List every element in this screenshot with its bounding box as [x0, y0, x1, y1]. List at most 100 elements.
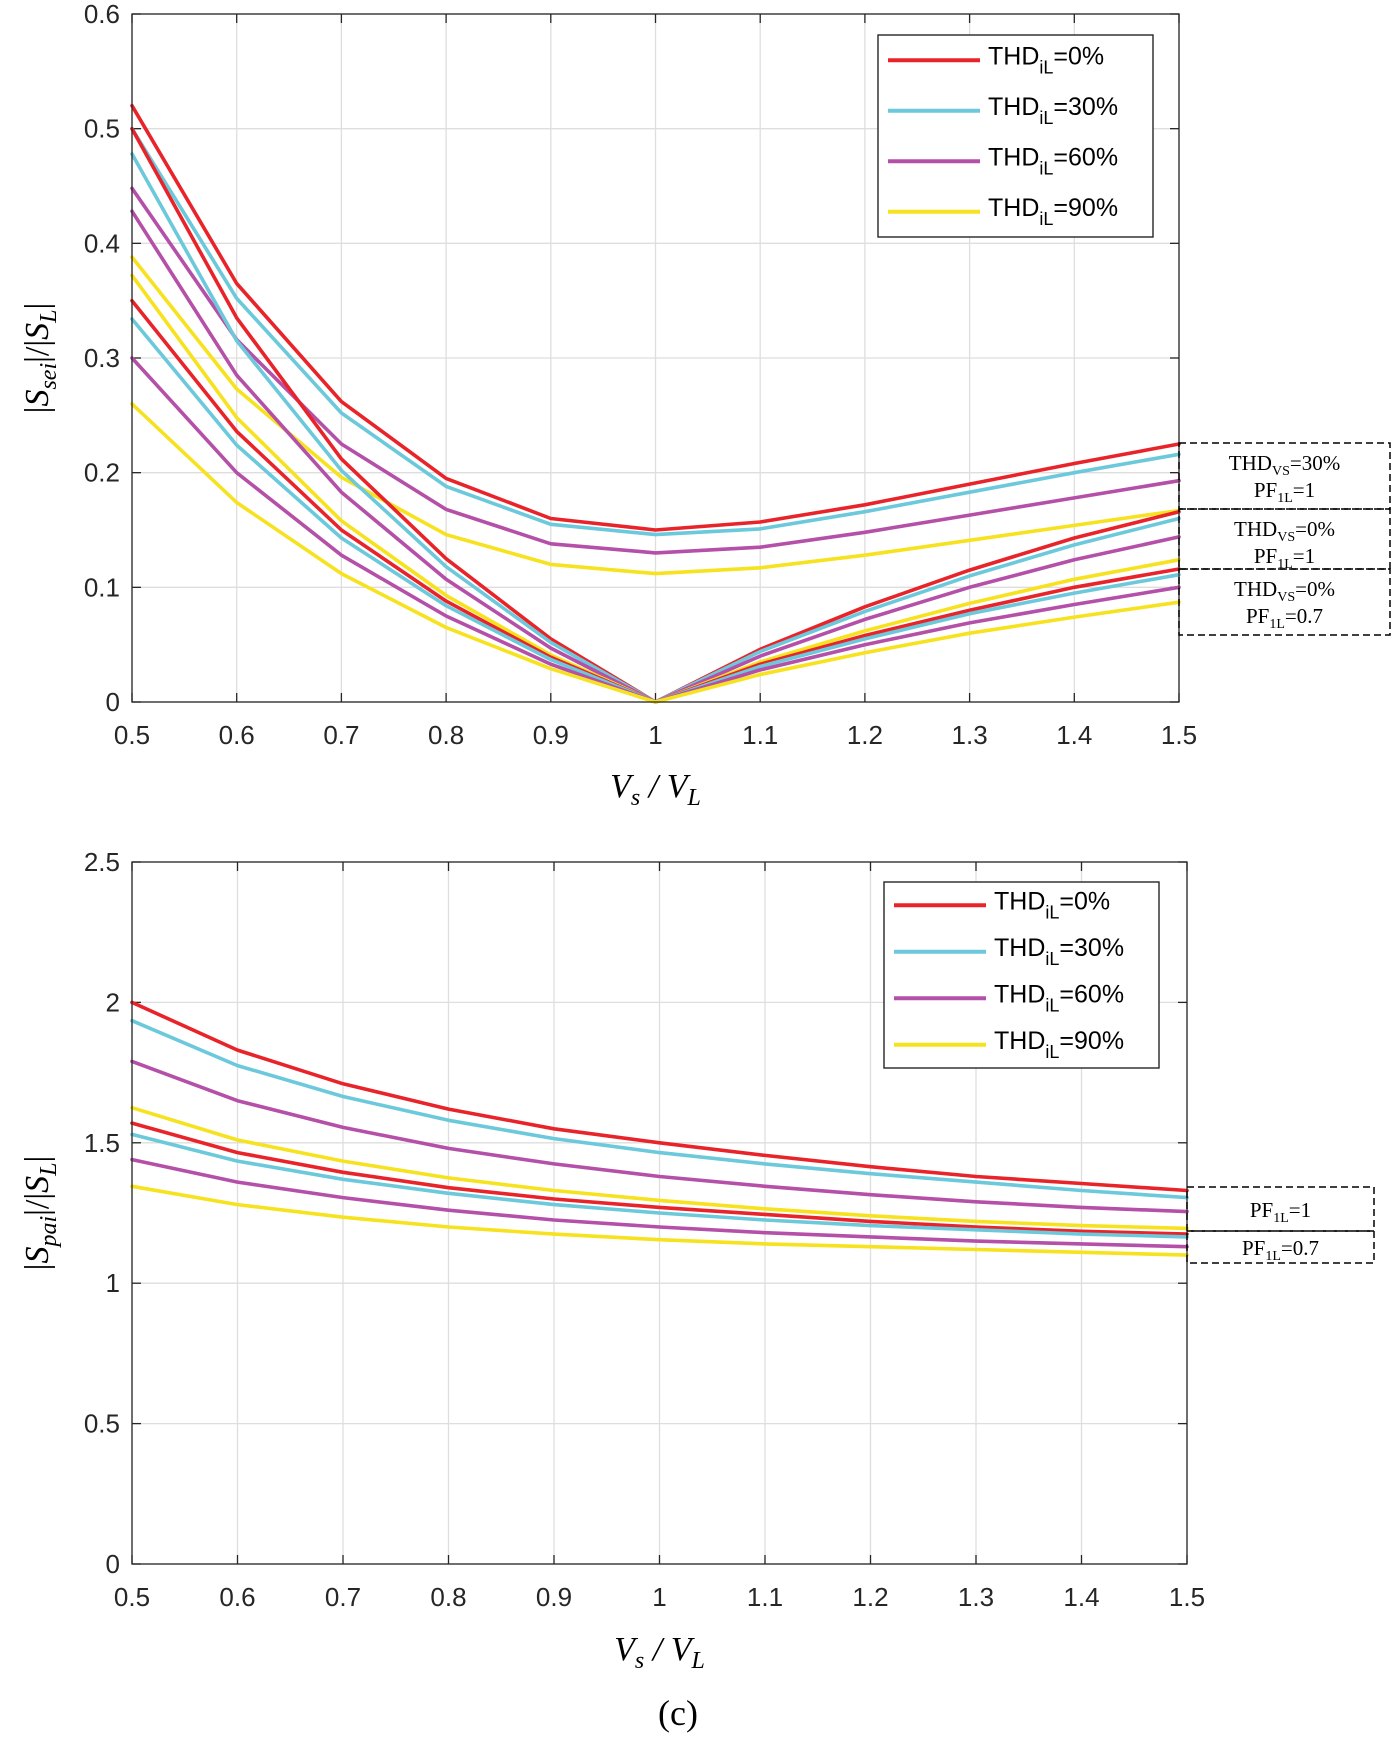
annotation-line2: PF1L=1 [1254, 544, 1315, 572]
text-part: S [19, 323, 56, 340]
text-part: | [19, 1156, 56, 1163]
legend-box [883, 881, 1160, 1069]
text-part: 1L [1269, 617, 1285, 632]
legend-label-2: THDiL=60% [994, 980, 1124, 1015]
text-part: THD [988, 93, 1039, 121]
annotation-0: THDVS=30%PF1L=1 [1178, 442, 1391, 510]
x-axis-label: Vs / VL [610, 768, 701, 811]
text-part: PF [1254, 478, 1277, 502]
y-tick-label: 0.6 [84, 0, 120, 29]
y-tick-label: 0 [106, 1549, 120, 1579]
legend-label-1: THDiL=30% [988, 93, 1118, 128]
text-part: s [635, 1648, 644, 1674]
text-part: 1L [1277, 491, 1293, 506]
series-line-3 [130, 1105, 1189, 1231]
legend-label-0: THDiL=0% [994, 887, 1110, 922]
legend-label-3: THDiL=90% [994, 1027, 1124, 1062]
annotation-box [1178, 568, 1391, 636]
text-part: 1L [1273, 1211, 1289, 1226]
y-tick-label: 0.2 [84, 458, 120, 488]
text-part: iL [1045, 1042, 1059, 1062]
text-part: =0% [1295, 517, 1335, 541]
text-part: PF [1246, 604, 1269, 628]
text-part: =30% [1053, 93, 1118, 121]
y-tick-label: 0.5 [84, 114, 120, 144]
text-part: =0.7 [1285, 604, 1323, 628]
y-tick-label: 0.3 [84, 343, 120, 373]
legend-label-2: THDiL=60% [988, 143, 1118, 178]
series-group [130, 103, 1181, 704]
text-part: | [19, 407, 56, 414]
text-part: VS [1272, 464, 1290, 479]
x-tick-label: 1.2 [852, 1582, 888, 1612]
annotation-line2: PF1L=1 [1254, 478, 1315, 506]
y-tick-label: 0.1 [84, 572, 120, 602]
y-tick-label: 0.4 [84, 228, 120, 258]
text-part: s [631, 785, 640, 811]
y-tick-label: 2.5 [84, 847, 120, 877]
text-part: S [19, 1247, 56, 1264]
chart-top-ssei: 0.5 0.6 0.7 0.8 0.9 1 1.1 1.2 1.3 1.4 1.5 0 0.1 0.2 0.… [19, 0, 1391, 811]
annotation-line2: PF1L=0.7 [1246, 604, 1323, 632]
text-part: iL [1045, 902, 1059, 922]
text-part: / [640, 768, 666, 805]
text-part: PF [1250, 1198, 1273, 1222]
legend: THDiL=0%THDiL=30%THDiL=60%THDiL=90% [883, 881, 1160, 1069]
x-tick-label: 0.7 [325, 1582, 361, 1612]
legend: THDiL=0%THDiL=30%THDiL=60%THDiL=90% [877, 34, 1154, 238]
text-part: =60% [1053, 143, 1118, 171]
text-part: =1 [1293, 544, 1315, 568]
text-part: =0% [1059, 887, 1110, 915]
text-part: 1L [1265, 1249, 1281, 1264]
x-axis-label: Vs / VL [614, 1631, 705, 1674]
text-part: iL [1039, 57, 1053, 77]
text-part: THD [994, 1027, 1045, 1055]
text-part: sei [36, 363, 62, 390]
text-part: THD [988, 194, 1039, 222]
x-tick-label: 1.1 [747, 1582, 783, 1612]
annotation-line1: PF1L=1 [1250, 1198, 1311, 1226]
text-part: PF [1254, 544, 1277, 568]
y-axis-label: |Ssei|/|SL| [19, 303, 62, 414]
series-line-0 [130, 1000, 1189, 1193]
text-part: THD [994, 934, 1045, 962]
text-part: pai [36, 1216, 62, 1249]
annotation-line1: THDVS=0% [1234, 517, 1335, 545]
text-part: iL [1045, 995, 1059, 1015]
y-tick-label: 1.5 [84, 1128, 120, 1158]
text-part: =1 [1289, 1198, 1311, 1222]
text-part: L [691, 1648, 705, 1674]
text-part: =1 [1293, 478, 1315, 502]
text-part: =60% [1059, 980, 1124, 1008]
legend-label-1: THDiL=30% [994, 934, 1124, 969]
figure-caption: (c) [658, 1693, 698, 1733]
annotation-0: PF1L=1 [1186, 1186, 1375, 1232]
series-line-7 [130, 1184, 1189, 1257]
x-tick-label: 1 [648, 720, 662, 750]
text-part: iL [1039, 158, 1053, 178]
x-tick-label: 1.4 [1063, 1582, 1099, 1612]
legend-label-0: THDiL=0% [988, 42, 1104, 77]
series-line-4 [130, 1121, 1189, 1236]
text-part: THD [1234, 517, 1277, 541]
x-tick-label: 1.5 [1161, 720, 1197, 750]
text-part: =0% [1053, 42, 1104, 70]
x-tick-label: 0.6 [219, 720, 255, 750]
text-part: |/| [19, 1193, 56, 1216]
series-line-3 [130, 255, 1181, 576]
chart-bottom-spai: 0.5 0.6 0.7 0.8 0.9 1 1.1 1.2 1.3 1.4 1.500.511.52… [19, 847, 1375, 1674]
x-tick-label: 1.2 [847, 720, 883, 750]
text-part: =30% [1290, 451, 1340, 475]
y-tick-label: 0 [106, 687, 120, 717]
y-tick-label: 2 [106, 987, 120, 1017]
text-part: iL [1039, 108, 1053, 128]
series-line-2 [130, 1059, 1189, 1214]
text-part: VS [1277, 590, 1295, 605]
annotation-line1: PF1L=0.7 [1242, 1236, 1319, 1264]
annotation-box [1186, 1230, 1375, 1264]
y-tick-label: 0.5 [84, 1409, 120, 1439]
x-tick-label: 0.5 [114, 1582, 150, 1612]
text-part: | [19, 1264, 56, 1271]
text-part: L [36, 309, 62, 323]
